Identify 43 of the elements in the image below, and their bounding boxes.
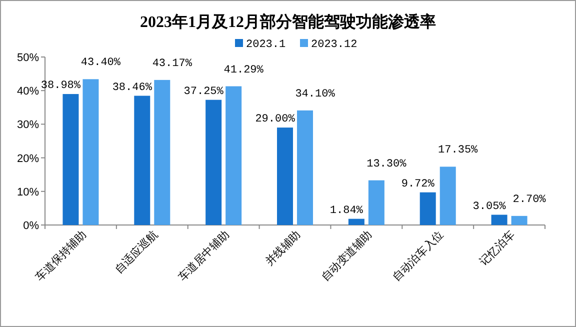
data-label: 37.25% [184,86,224,98]
y-tick-label: 10% [16,186,40,198]
y-tick-label: 40% [16,86,40,98]
bar [511,216,528,225]
y-tick-label: 0% [23,220,40,232]
data-label: 34.10% [295,88,336,100]
y-tick-label: 20% [16,152,40,165]
bar [226,86,242,225]
data-label: 1.84% [330,204,364,217]
bar [277,128,293,225]
data-label: 38.98% [40,80,81,92]
bar [154,80,170,225]
data-label: 3.05% [472,200,506,213]
x-tick-label: 并线辅助 [262,228,304,268]
bar [134,96,150,225]
chart-title: 2023年1月及12月部分智能驾驶功能渗透率 [140,12,436,31]
data-label: 41.29% [224,64,264,76]
bar [368,180,384,225]
x-tick-label: 自动变道辅助 [318,228,375,284]
x-tick-label: 自动泊车入位 [390,228,446,284]
data-label: 2.70% [512,194,546,206]
bar [206,100,222,225]
bar [491,214,508,225]
bar [297,110,313,225]
data-label: 43.40% [80,57,121,70]
legend-label: 2023.1 [246,39,286,51]
x-tick-label: 自适应巡航 [112,228,160,276]
bar [348,218,364,225]
x-tick-label: 车道居中辅助 [176,228,232,284]
data-label: 29.00% [255,114,296,126]
bar [62,94,79,225]
data-label: 9.72% [401,178,435,190]
data-label: 43.17% [152,58,192,70]
y-tick-label: 30% [16,119,40,132]
bar [420,192,436,225]
y-tick-label: 50% [16,52,40,64]
legend-label: 2023.12 [311,39,358,51]
data-label: 38.46% [112,82,152,94]
data-label: 17.35% [438,144,478,157]
bar [82,79,99,225]
x-tick-label: 记忆泊车 [477,228,518,268]
bar [440,166,456,225]
data-label: 13.30% [366,158,407,170]
